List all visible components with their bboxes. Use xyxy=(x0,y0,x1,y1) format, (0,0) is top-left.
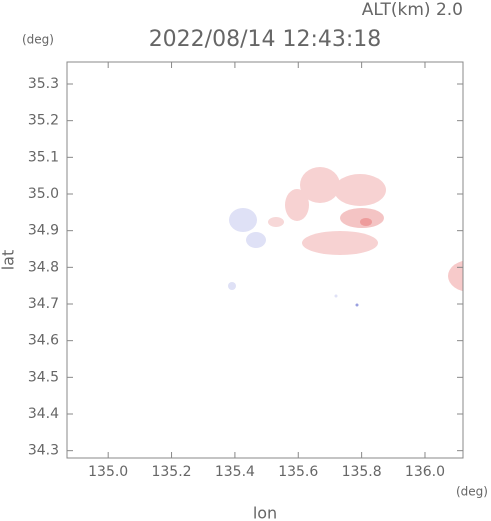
echo-blob xyxy=(246,232,266,248)
x-tick-label: 135.6 xyxy=(278,464,318,480)
y-axis-title: lat xyxy=(0,250,18,271)
echo-blob xyxy=(355,303,359,307)
echo-blob xyxy=(228,282,236,290)
echo-blob xyxy=(302,231,378,255)
y-tick-label: 35.1 xyxy=(28,149,59,165)
x-tick-label: 135.8 xyxy=(342,464,382,480)
y-tick-label: 34.9 xyxy=(28,223,59,239)
y-tick-label: 35.2 xyxy=(28,113,59,129)
y-tick-label: 34.4 xyxy=(28,406,59,422)
echo-blob xyxy=(334,174,386,206)
x-tick-label: 135.2 xyxy=(151,464,191,480)
chart-title: 2022/08/14 12:43:18 xyxy=(149,27,382,52)
echo-field xyxy=(228,167,463,307)
echo-blob xyxy=(340,208,384,228)
x-unit: (deg) xyxy=(456,485,488,499)
y-tick-label: 34.8 xyxy=(28,259,59,275)
y-tick-label: 35.3 xyxy=(28,76,59,92)
x-tick-label: 136.0 xyxy=(405,464,445,480)
y-tick-label: 34.3 xyxy=(28,443,59,459)
y-tick-label: 35.0 xyxy=(28,186,59,202)
y-tick-label: 34.5 xyxy=(28,369,59,385)
x-axis-title: lon xyxy=(253,504,277,521)
echo-blob xyxy=(268,217,284,227)
x-tick-label: 135.4 xyxy=(215,464,255,480)
y-unit: (deg) xyxy=(22,33,54,47)
echo-blob xyxy=(285,189,309,221)
y-tick-label: 34.6 xyxy=(28,333,59,349)
x-tick-label: 135.0 xyxy=(88,464,128,480)
echo-blob xyxy=(300,167,340,203)
plot-frame xyxy=(66,61,464,459)
echo-blob xyxy=(229,208,257,232)
echo-blob xyxy=(334,294,338,298)
echo-blob xyxy=(448,260,463,292)
altitude-label: ALT(km) 2.0 xyxy=(362,0,463,20)
y-tick-label: 34.7 xyxy=(28,296,59,312)
echo-blob xyxy=(360,218,372,226)
